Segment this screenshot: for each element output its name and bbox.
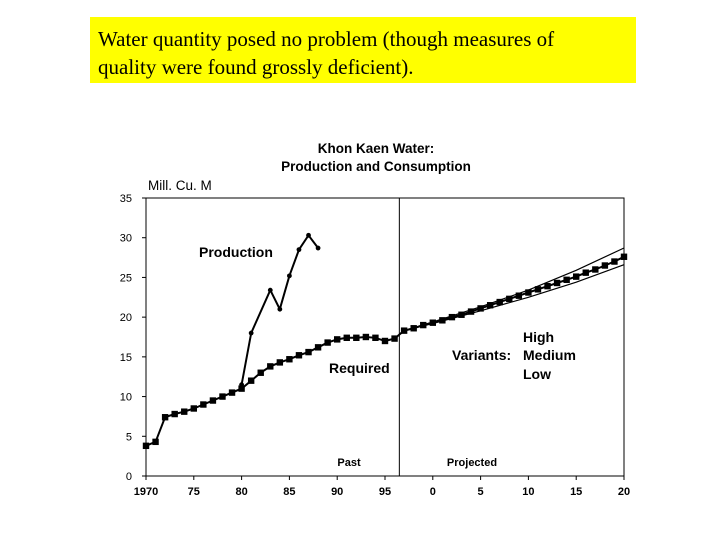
data-point-required: [324, 339, 331, 346]
data-point-required: [381, 337, 389, 345]
caption-line-2: quality were found grossly deficient).: [98, 55, 414, 79]
data-point-required: [467, 308, 475, 315]
data-point-required: [372, 334, 379, 341]
annotation-variants: Variants:: [452, 347, 511, 363]
data-point-required: [343, 334, 350, 341]
x-tick-label: 1970: [134, 486, 158, 498]
data-point-required: [534, 286, 542, 293]
data-point-required: [553, 279, 561, 287]
data-point-required: [228, 389, 236, 396]
data-point-required: [219, 393, 226, 400]
data-point-required: [247, 377, 255, 384]
period-label-past: Past: [337, 457, 361, 469]
y-ticks: 0 5 10 15 20 25 30 35: [120, 193, 146, 483]
data-point-required: [448, 313, 456, 321]
x-tick-label: 95: [379, 486, 391, 498]
y-tick-label: 25: [120, 272, 132, 284]
x-tick-label: 80: [235, 486, 247, 498]
data-point-required: [209, 397, 217, 404]
series-layer: [142, 232, 628, 450]
y-tick-label: 30: [120, 233, 132, 245]
y-tick-label: 5: [126, 431, 132, 443]
data-point-required: [592, 266, 599, 273]
annotation-medium: Medium: [523, 347, 576, 363]
data-point-required: [458, 311, 465, 318]
data-point-required: [152, 438, 159, 446]
x-ticks: 1970 75 80 85 90 95 0 5 10 15 20: [134, 476, 630, 498]
data-point-required: [573, 273, 580, 280]
series-line-production: [240, 233, 319, 385]
data-point-production: [287, 273, 292, 279]
data-point-required: [238, 385, 245, 392]
x-tick-label: 20: [618, 486, 630, 498]
data-point-required: [334, 336, 341, 343]
data-point-required: [190, 405, 197, 412]
data-point-required: [305, 348, 312, 356]
chart-title-line-1: Khon Kaen Water:: [318, 141, 435, 156]
y-tick-label: 35: [120, 193, 132, 205]
data-point-required: [486, 302, 494, 309]
x-tick-label: 15: [570, 486, 582, 498]
data-point-required: [161, 414, 169, 421]
data-point-required: [200, 401, 207, 408]
caption-box: Water quantity posed no problem (though …: [90, 17, 636, 83]
data-point-required: [267, 363, 274, 370]
annotation-low: Low: [523, 366, 551, 382]
series-line-high: [403, 247, 625, 332]
data-point-required: [257, 369, 264, 376]
data-point-required: [391, 335, 398, 342]
y-tick-label: 20: [120, 312, 132, 324]
data-point-required: [601, 262, 609, 269]
data-point-required: [506, 295, 513, 303]
data-point-required: [525, 289, 532, 296]
data-point-required: [477, 305, 484, 312]
data-point-required: [439, 317, 446, 324]
data-point-required: [515, 292, 523, 299]
series-required: [142, 253, 628, 450]
annotation-required: Required: [329, 360, 390, 376]
data-point-required: [496, 298, 503, 306]
data-point-required: [314, 344, 322, 351]
data-point-production: [296, 247, 302, 253]
data-point-production: [267, 287, 273, 293]
caption-line-1: Water quantity posed no problem (though …: [98, 27, 555, 51]
data-point-required: [362, 333, 370, 341]
series-low: [403, 264, 625, 332]
x-tick-label: 90: [331, 486, 343, 498]
data-point-production: [277, 306, 283, 312]
data-point-required: [276, 359, 284, 366]
y-tick-label: 15: [120, 352, 132, 364]
data-point-required: [353, 334, 360, 341]
x-tick-label: 10: [522, 486, 534, 498]
data-point-required: [544, 282, 551, 290]
series-line-low: [403, 264, 625, 332]
data-point-required: [286, 356, 293, 363]
x-tick-label: 75: [188, 486, 200, 498]
data-point-required: [142, 442, 150, 450]
y-tick-label: 10: [120, 392, 132, 404]
x-tick-label: 0: [430, 486, 436, 498]
annotation-high: High: [523, 329, 554, 345]
data-point-required: [620, 253, 628, 260]
data-point-required: [181, 408, 188, 415]
data-point-required: [611, 258, 618, 265]
y-tick-label: 0: [126, 471, 132, 483]
data-point-required: [295, 352, 303, 359]
data-point-required: [429, 319, 436, 326]
data-point-required: [582, 269, 589, 276]
annotation-production: Production: [199, 244, 273, 260]
data-point-required: [171, 410, 178, 418]
data-point-production: [306, 232, 311, 238]
data-point-production: [315, 245, 321, 251]
x-tick-label: 85: [283, 486, 295, 498]
data-point-production: [248, 330, 254, 336]
period-label-projected: Projected: [447, 457, 497, 469]
y-axis-label: Mill. Cu. M: [148, 178, 212, 193]
x-tick-label: 5: [478, 486, 484, 498]
chart-title-line-2: Production and Consumption: [281, 159, 471, 174]
data-point-required: [563, 276, 570, 284]
series-production: [239, 232, 321, 388]
series-high: [403, 247, 625, 332]
